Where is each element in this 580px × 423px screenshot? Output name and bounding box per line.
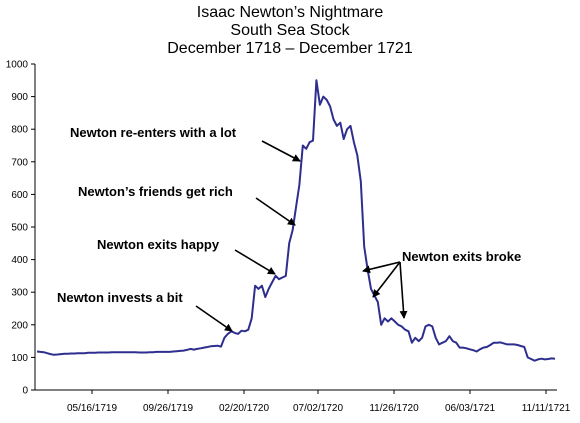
annotation-label: Newton re-enters with a lot: [70, 125, 237, 140]
annotations: Newton re-enters with a lot Newton’s frie…: [57, 125, 521, 332]
y-tick-label: 100: [11, 353, 28, 364]
y-tick-label: 500: [11, 223, 28, 234]
y-tick-label: 200: [11, 320, 28, 331]
y-tick-label: 600: [11, 190, 28, 201]
series-line: [36, 79, 556, 362]
x-tick-label: 11/11/1721: [522, 403, 571, 414]
x-tick-label: 07/02/1720: [293, 403, 343, 414]
x-tick-label: 05/16/1719: [67, 403, 117, 414]
annotation-label: Newton exits broke: [402, 249, 521, 264]
annotation-arrow: [362, 261, 401, 274]
y-tick-label: 300: [11, 288, 28, 299]
y-tick-label: 1000: [6, 60, 29, 71]
chart-subtitle-line-2: December 1718 – December 1721: [167, 40, 413, 57]
annotation-arrow: [372, 261, 401, 298]
series-layer: [36, 79, 556, 362]
annotation-arrow: [195, 305, 233, 332]
x-tick-label: 09/26/1719: [143, 403, 193, 414]
annotation-label: Newton’s friends get rich: [78, 184, 233, 199]
annotation-arrow: [234, 249, 276, 275]
annotation-label: Newton invests a bit: [57, 290, 183, 305]
axes: 0 100 200 300 400 500 600 700 800 900 1000 05/16/17…: [6, 60, 571, 415]
y-tick-label: 800: [11, 125, 28, 136]
annotation-arrow: [261, 140, 301, 162]
x-tick-label: 02/20/1720: [219, 403, 269, 414]
x-tick-label: 06/03/1721: [445, 403, 495, 414]
annotation-label: Newton exits happy: [97, 237, 220, 252]
annotation-arrow: [255, 197, 296, 226]
chart-subtitle-line-1: South Sea Stock: [230, 22, 350, 39]
y-tick-label: 0: [22, 386, 28, 397]
x-tick-label: 11/26/1720: [369, 403, 419, 414]
y-tick-label: 400: [11, 255, 28, 266]
chart-title: Isaac Newton’s Nightmare: [196, 4, 384, 21]
annotation-arrow: [399, 261, 408, 319]
y-tick-label: 700: [11, 157, 28, 168]
y-tick-label: 900: [11, 92, 28, 103]
